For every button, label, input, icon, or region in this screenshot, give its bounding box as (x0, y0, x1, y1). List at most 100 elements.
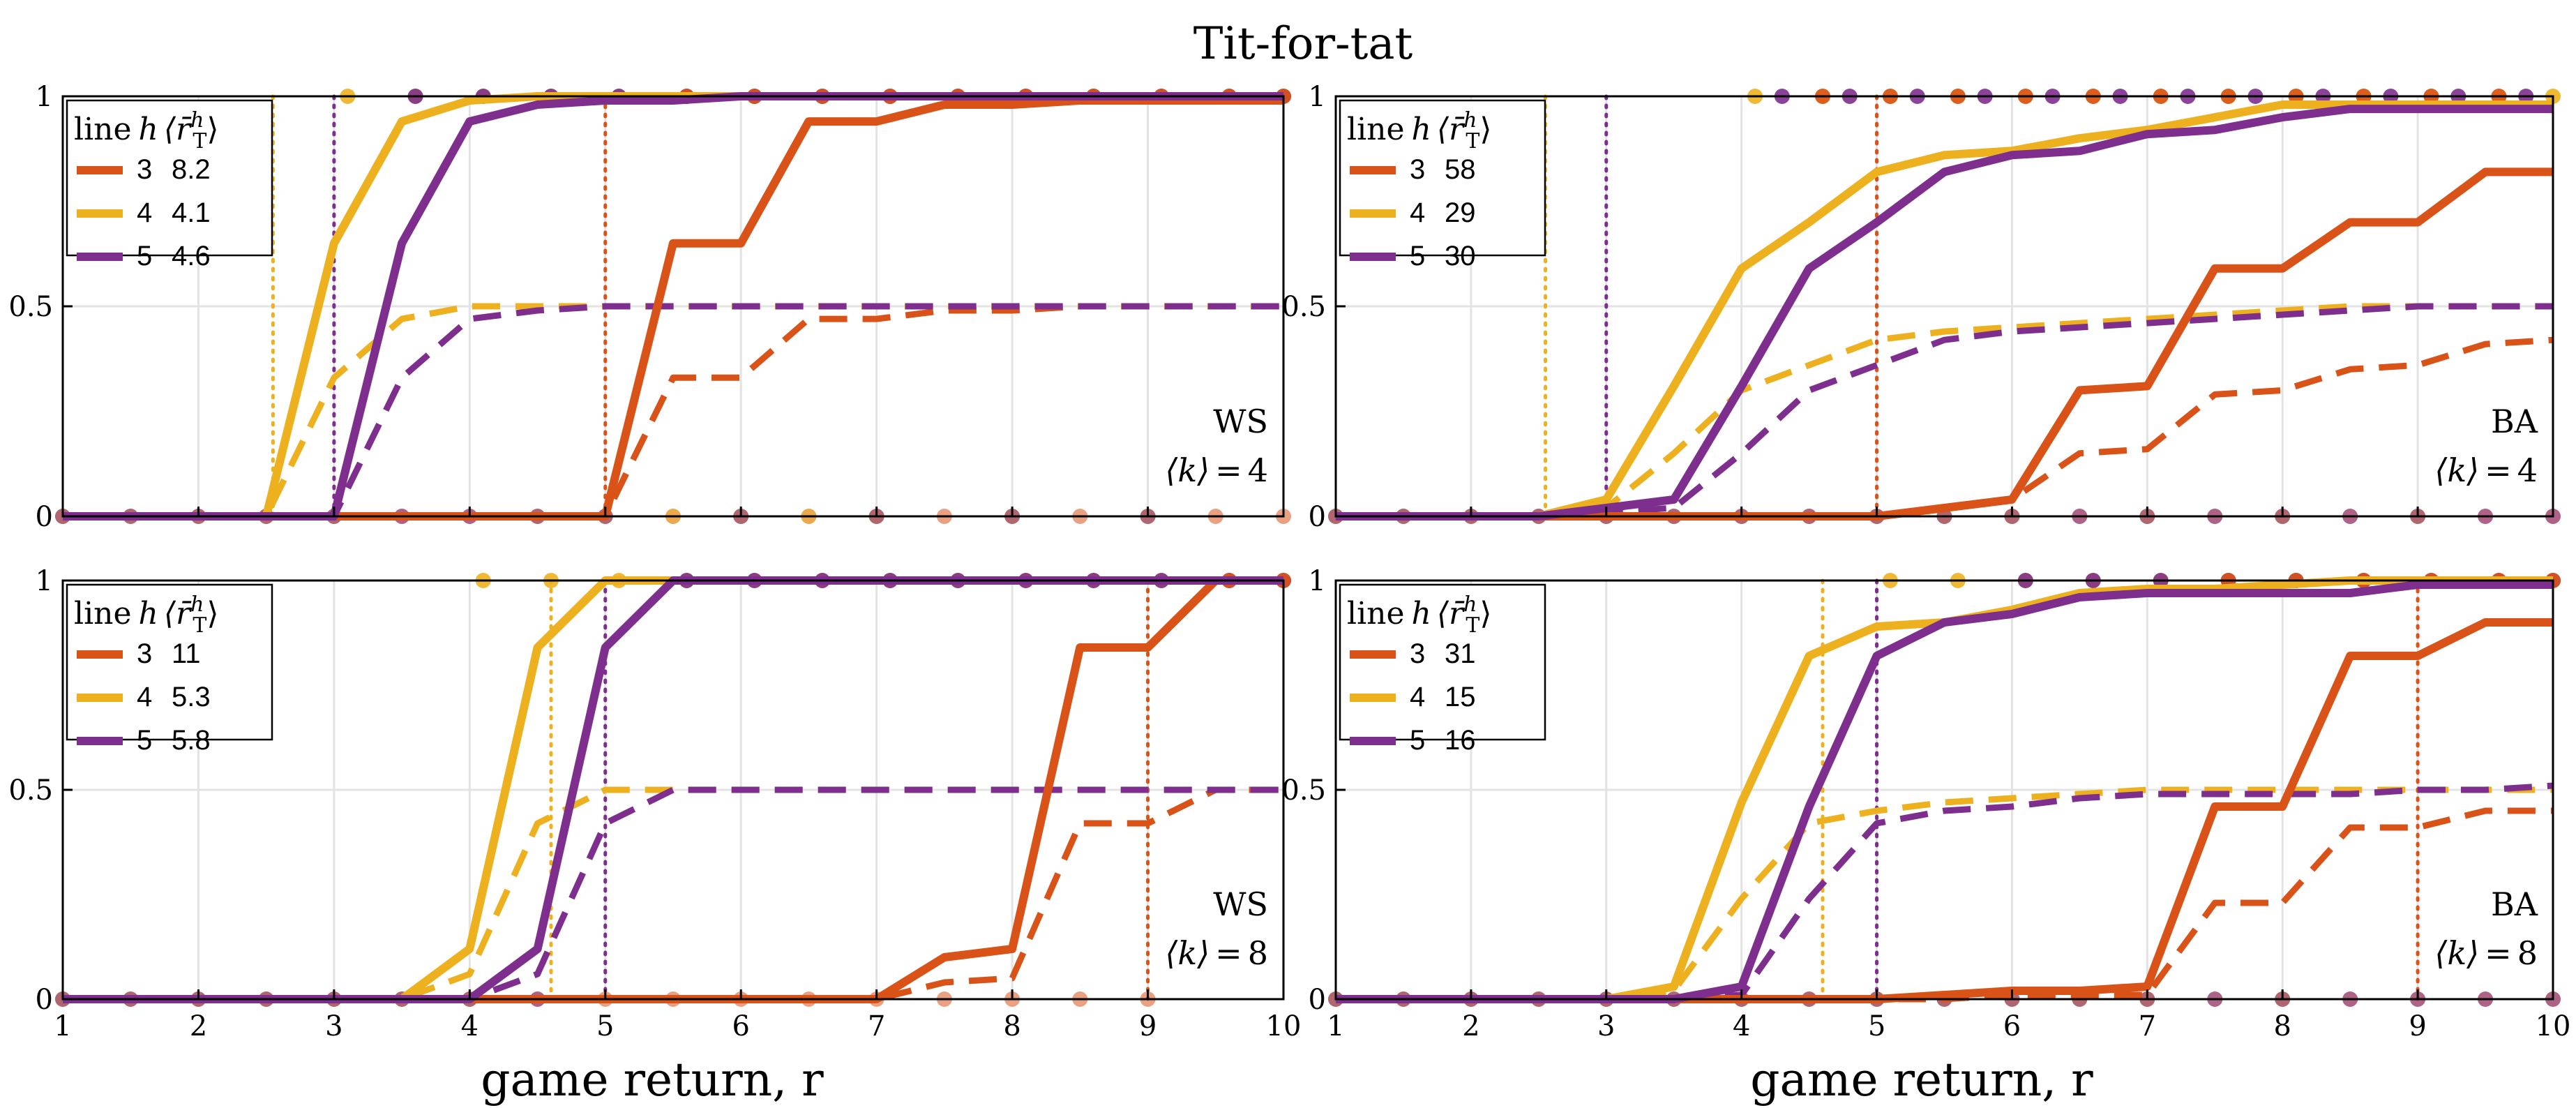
ytick-label-0: 0 (1309, 501, 1326, 533)
legend-h-5: 5 (137, 725, 152, 756)
xtick-label-7: 7 (868, 1010, 885, 1042)
legend-header-sub: T (1466, 613, 1479, 638)
series-h5-dashed (63, 786, 1283, 1003)
ytick-label-0.5: 0.5 (1281, 774, 1326, 807)
degree-k: ⟨k⟩ (1165, 451, 1210, 489)
legend-header-h: h (1412, 596, 1431, 631)
degree-val: 8 (1248, 934, 1268, 972)
legend-box (1339, 99, 1546, 257)
degree-val: 8 (2517, 934, 2538, 972)
legend-h-5: 5 (1410, 725, 1425, 756)
legend: line h ⟨r̄h T⟩3 314 155 16 (1339, 583, 1546, 756)
legend-header-close: ⟩ (206, 112, 218, 147)
legend-header-line: line (1347, 596, 1405, 631)
legend-header-h: h (1412, 112, 1431, 147)
legend-h-3: 3 (137, 154, 152, 185)
legend-value-h5: 16 (1445, 725, 1476, 756)
xtick-label-3: 3 (1597, 1010, 1615, 1042)
legend-value-h3: 58 (1445, 154, 1476, 185)
network-label: WS (1213, 885, 1268, 923)
xtick-label-3: 3 (325, 1010, 342, 1042)
ytick-label-0.5: 0.5 (1281, 291, 1326, 323)
legend-value-h4: 5.3 (172, 682, 211, 712)
ytick-label-1: 1 (1309, 81, 1326, 113)
degree-k: ⟨k⟩ (1165, 934, 1210, 972)
legend-header-sub: T (193, 613, 206, 638)
legend-h-4: 4 (1410, 197, 1425, 228)
legend-value-h3: 11 (172, 638, 201, 669)
ytick-label-0: 0 (36, 501, 53, 533)
degree-val: 4 (1248, 451, 1268, 489)
legend-h-5: 5 (137, 241, 152, 271)
series-h4-dashed (1336, 303, 2553, 520)
legend-header-stat: ⟨r̄ (1437, 112, 1466, 147)
degree-eq: = (1215, 934, 1242, 972)
xtick-label-2: 2 (190, 1010, 207, 1042)
network-label: BA (2491, 403, 2538, 440)
xtick-label-7: 7 (2139, 1010, 2156, 1042)
xtick-label-6: 6 (732, 1010, 749, 1042)
legend-header-sub: T (193, 129, 206, 154)
legend-header-stat: ⟨r̄ (1437, 596, 1466, 631)
legend-box (1339, 583, 1546, 741)
series-h4-dashed (1336, 786, 2553, 1003)
legend-header-line: line (74, 596, 132, 631)
series-h5-dashed (1336, 303, 2553, 520)
legend-header-sub: T (1466, 129, 1479, 154)
legend-h-3: 3 (1410, 154, 1425, 185)
legend-value-h5: 5.8 (172, 725, 211, 756)
degree-eq: = (1215, 451, 1242, 489)
legend-h-4: 4 (137, 682, 152, 712)
xtick-label-5: 5 (596, 1010, 614, 1042)
legend-header: line h ⟨r̄h T⟩ (74, 108, 219, 154)
legend-h-4: 4 (1410, 682, 1425, 712)
legend: line h ⟨r̄h T⟩3 8.24 4.15 4.6 (66, 99, 273, 271)
legend-value-h5: 30 (1445, 241, 1476, 271)
legend-header-sup: h (1463, 108, 1477, 133)
legend-header: line h ⟨r̄h T⟩ (74, 592, 219, 638)
legend-header-close: ⟩ (1479, 596, 1491, 631)
legend-header-h: h (139, 112, 158, 147)
series-h5-dashed (63, 303, 1283, 520)
xtick-label-2: 2 (1462, 1010, 1479, 1042)
series-h5-dashed (1336, 782, 2554, 1003)
degree-eq: = (2485, 451, 2512, 489)
legend-header-sup: h (190, 592, 204, 617)
degree-eq: = (2485, 934, 2512, 972)
legend-box (66, 99, 273, 257)
legend-h-3: 3 (137, 638, 152, 669)
degree-label: ⟨k⟩ = 4 (2434, 451, 2538, 489)
legend-header-sup: h (190, 108, 204, 133)
legend: line h ⟨r̄h T⟩3 584 295 30 (1339, 99, 1546, 271)
figure-title: Tit-for-tat (1193, 18, 1413, 70)
legend-value-h4: 4.1 (172, 197, 211, 228)
legend-header-line: line (74, 112, 132, 147)
xtick-label-9: 9 (1139, 1010, 1157, 1042)
legend-h-3: 3 (1410, 638, 1425, 669)
degree-label: ⟨k⟩ = 8 (2434, 934, 2538, 972)
legend: line h ⟨r̄h T⟩3 114 5.35 5.8 (66, 583, 273, 756)
xtick-label-5: 5 (1868, 1010, 1885, 1042)
legend-header-stat: ⟨r̄ (164, 596, 193, 631)
xtick-label-4: 4 (461, 1010, 479, 1042)
xtick-label-1: 1 (1327, 1010, 1344, 1042)
ytick-label-1: 1 (36, 565, 53, 597)
legend-header: line h ⟨r̄h T⟩ (1347, 592, 1492, 638)
degree-label: ⟨k⟩ = 8 (1165, 934, 1268, 972)
degree-label: ⟨k⟩ = 4 (1165, 451, 1268, 489)
ytick-label-1: 1 (1309, 565, 1326, 597)
legend-value-h4: 29 (1445, 197, 1476, 228)
degree-val: 4 (2517, 451, 2538, 489)
degree-k: ⟨k⟩ (2434, 934, 2479, 972)
legend-header-sup: h (1463, 592, 1477, 617)
xtick-label-10: 10 (2536, 1010, 2571, 1042)
ytick-label-0: 0 (1309, 984, 1326, 1016)
ytick-label-0: 0 (36, 984, 53, 1016)
ytick-label-1: 1 (36, 81, 53, 113)
xlabel-left: game return, r (481, 1053, 824, 1107)
legend-value-h3: 31 (1445, 638, 1476, 669)
